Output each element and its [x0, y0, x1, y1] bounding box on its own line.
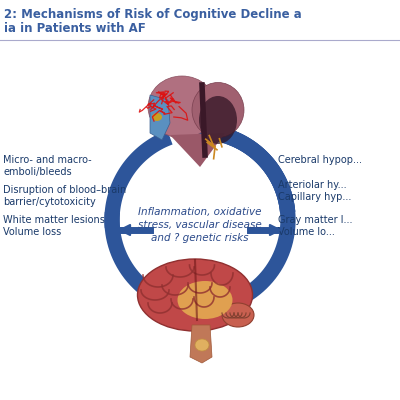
Text: Cerebral hypop...: Cerebral hypop...: [278, 155, 362, 165]
Ellipse shape: [199, 96, 237, 144]
Text: 2: Mechanisms of Risk of Cognitive Decline a: 2: Mechanisms of Risk of Cognitive Decli…: [4, 8, 302, 21]
Polygon shape: [170, 133, 225, 167]
Polygon shape: [190, 325, 212, 363]
Text: Disruption of blood–brain
barrier/cytotoxicity: Disruption of blood–brain barrier/cytoto…: [3, 185, 126, 206]
Text: ia in Patients with AF: ia in Patients with AF: [4, 22, 146, 35]
Text: White matter lesions
Volume loss: White matter lesions Volume loss: [3, 215, 105, 236]
Text: stress, vascular disease: stress, vascular disease: [138, 220, 262, 230]
Ellipse shape: [152, 113, 162, 121]
Text: Gray matter l...
Volume lo...: Gray matter l... Volume lo...: [278, 215, 352, 236]
Ellipse shape: [222, 303, 254, 327]
Ellipse shape: [148, 76, 216, 138]
Ellipse shape: [138, 259, 252, 331]
Ellipse shape: [192, 82, 244, 138]
Text: Micro- and macro-
emboli/bleeds: Micro- and macro- emboli/bleeds: [3, 155, 92, 177]
Text: Arteriolar hy...
Capillary hyp...: Arteriolar hy... Capillary hyp...: [278, 180, 351, 202]
Text: Inflammation, oxidative: Inflammation, oxidative: [138, 207, 262, 217]
Ellipse shape: [195, 339, 209, 351]
Ellipse shape: [178, 281, 232, 319]
Polygon shape: [150, 95, 170, 140]
Text: and ? genetic risks: and ? genetic risks: [151, 233, 249, 243]
